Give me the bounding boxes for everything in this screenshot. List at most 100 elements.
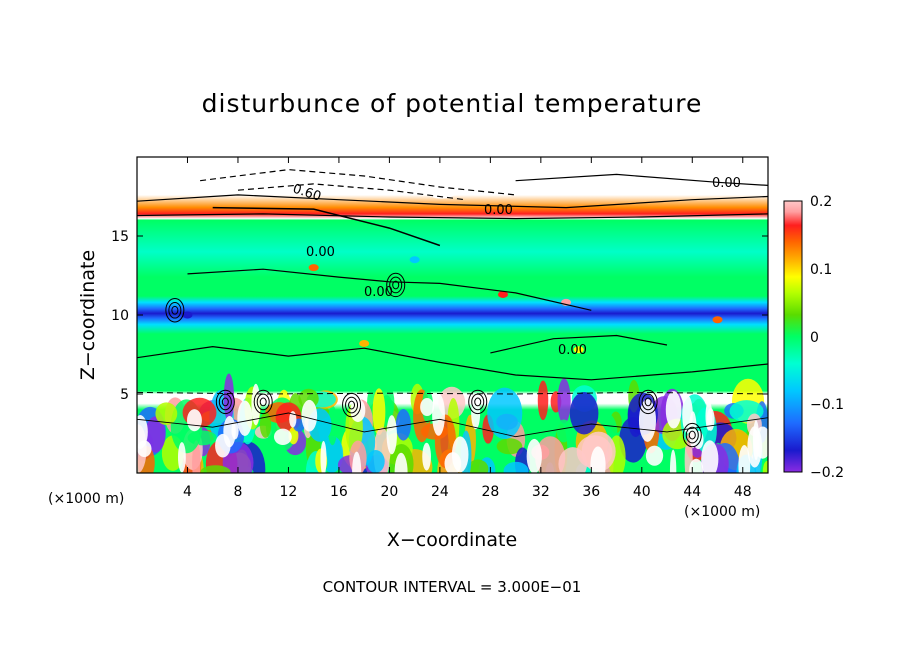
turbulence-blob <box>394 452 408 473</box>
turbulence-blob <box>496 438 523 455</box>
feature-blob <box>497 290 508 298</box>
colorbar-gradient <box>783 200 803 473</box>
contour-line <box>137 391 768 395</box>
turbulence-blob <box>487 387 523 439</box>
contour-label: 0.00 <box>712 176 741 191</box>
contour-knot <box>259 397 267 407</box>
colorbar-tick-label: 0.2 <box>810 194 832 210</box>
x-tick-label: 44 <box>683 484 701 500</box>
feature-blob <box>712 316 723 324</box>
upper-blob <box>507 179 587 191</box>
x-tick-label: 36 <box>582 484 600 500</box>
contour-line <box>137 194 768 209</box>
x-tick-label: 16 <box>330 484 348 500</box>
x-tick-label: 12 <box>280 484 298 500</box>
contour-knot <box>474 397 482 407</box>
turbulence-blob <box>350 398 366 423</box>
contour-interval-note: CONTOUR INTERVAL = 3.000E−01 <box>323 578 582 596</box>
y-axis-label: Z−coordinate <box>77 250 99 380</box>
turbulence-blob <box>503 461 529 473</box>
feature-blob <box>182 311 193 319</box>
contour-knot <box>221 397 229 407</box>
turbulence-blob <box>259 412 272 438</box>
turbulence-blob <box>526 438 542 473</box>
upper-blob <box>192 182 232 190</box>
plot-area <box>137 157 768 473</box>
contour-label: 0.00 <box>364 285 393 300</box>
feature-blob <box>409 256 420 264</box>
upper-blob <box>169 185 201 192</box>
turbulence-blob <box>420 397 435 417</box>
upper-blob <box>554 162 603 174</box>
y-tick-label: 15 <box>111 229 129 245</box>
colorbar-tick-label: −0.2 <box>810 465 844 481</box>
colorbar-tick-label: −0.1 <box>810 397 844 413</box>
contour-knot <box>389 276 403 294</box>
contour-knot <box>171 305 179 315</box>
x-axis: 4 8 12 16 20 24 28 32 36 40 44 48 <box>183 157 752 500</box>
turbulence-blob <box>155 402 178 425</box>
contour-knot <box>215 389 235 415</box>
turbulence-blob <box>467 459 489 473</box>
upper-blob <box>273 181 345 191</box>
turbulence-blob <box>535 436 566 473</box>
contour-line <box>137 412 768 438</box>
y-tick-label: 10 <box>111 308 129 324</box>
feature-blob <box>308 264 319 272</box>
turbulent-layer <box>137 157 768 473</box>
turbulence-blob <box>590 446 606 473</box>
contour-knot <box>386 272 406 298</box>
turbulence-blob <box>556 419 572 443</box>
contour-knot <box>682 422 702 448</box>
turbulence-blob <box>706 408 715 431</box>
y-tick-label: 5 <box>120 387 129 403</box>
contour-label: 0.00 <box>306 245 335 260</box>
x-tick-label: 40 <box>633 484 651 500</box>
contour-knot <box>644 397 652 407</box>
contour-knot <box>468 389 488 415</box>
contour-label: 0.00 <box>484 203 513 218</box>
contour-line <box>200 168 516 196</box>
contour-knot <box>256 393 270 411</box>
turbulence-blob <box>177 442 186 473</box>
turbulence-blob <box>352 451 362 473</box>
x-tick-label: 20 <box>380 484 398 500</box>
contour-knot <box>638 389 658 415</box>
colorbar: 0.2 0.1 0 −0.1 −0.2 <box>783 194 844 481</box>
turbulence-blob <box>386 415 397 455</box>
turbulence-blob <box>395 409 411 441</box>
feature-blob <box>359 339 370 347</box>
x-tick-label: 28 <box>481 484 499 500</box>
turbulence-blob <box>752 420 760 461</box>
turbulence-blob <box>701 440 719 473</box>
x-unit-right: (×1000 m) <box>684 504 760 520</box>
turbulence-blob <box>372 388 386 436</box>
turbulence-blob <box>137 415 148 449</box>
contour-knot <box>641 393 655 411</box>
contour-line <box>515 173 768 186</box>
contour-line <box>187 268 592 311</box>
contour-label-group: 0.60 0.00 0.00 0.00 0.00 0.00 <box>291 176 741 358</box>
turbulence-blob <box>200 465 231 473</box>
contour-knot <box>345 396 359 414</box>
turbulence-blob <box>327 405 338 446</box>
turbulence-blob <box>444 452 462 473</box>
contour-knot <box>253 389 273 415</box>
turbulence-blob <box>422 442 431 471</box>
turbulence-blob <box>137 440 152 458</box>
turbulence-blob <box>301 399 318 432</box>
turbulence-blob <box>557 378 571 424</box>
turbulence-blob <box>738 445 751 473</box>
upper-blob <box>679 183 707 192</box>
x-tick-label: 4 <box>183 484 192 500</box>
contour-label: 0.00 <box>558 343 587 358</box>
turbulence-blob <box>289 411 297 428</box>
turbulence-blob <box>638 399 656 442</box>
turbulence-blob <box>231 421 239 440</box>
x-axis-label: X−coordinate <box>387 529 517 551</box>
y-axis: 5 10 15 <box>111 229 768 403</box>
upper-blob <box>137 175 164 187</box>
contour-knot <box>348 400 356 410</box>
contour-lines <box>137 168 768 448</box>
